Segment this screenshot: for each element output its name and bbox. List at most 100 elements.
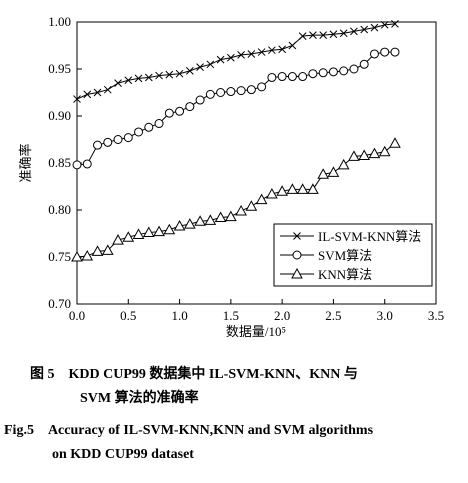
marker	[114, 79, 122, 87]
marker	[124, 76, 133, 85]
marker	[293, 232, 301, 240]
marker	[165, 70, 174, 79]
legend-label: KNN算法	[318, 267, 372, 282]
marker	[349, 64, 359, 74]
marker	[319, 31, 328, 40]
y-tick-label: 0.70	[48, 296, 71, 311]
marker	[276, 185, 288, 196]
marker	[101, 244, 114, 255]
marker	[235, 204, 247, 216]
marker	[378, 145, 391, 157]
marker	[195, 95, 205, 105]
chart: 准确率 数据量/10⁵ 0.700.750.800.850.900.951.00…	[18, 14, 444, 339]
y-tick-label: 1.00	[48, 14, 71, 29]
marker	[214, 211, 227, 223]
marker	[83, 90, 92, 99]
marker	[227, 53, 235, 62]
marker	[292, 250, 302, 260]
marker	[216, 88, 226, 97]
marker	[93, 88, 102, 97]
marker	[380, 47, 390, 57]
y-tick-label: 0.80	[48, 202, 71, 217]
marker	[337, 158, 350, 170]
marker	[368, 147, 381, 159]
marker	[339, 66, 349, 76]
marker	[144, 73, 153, 82]
caption-en-1: Fig.5 Accuracy of IL-SVM-KNN,KNN and SVM…	[4, 423, 374, 438]
marker	[103, 85, 112, 94]
marker	[103, 137, 113, 147]
marker	[298, 32, 307, 40]
marker	[153, 225, 165, 237]
marker	[72, 160, 82, 170]
marker	[288, 41, 297, 50]
marker	[185, 102, 195, 112]
marker	[183, 218, 196, 229]
marker	[206, 60, 215, 69]
marker	[196, 63, 204, 71]
marker	[298, 72, 308, 82]
marker	[154, 119, 164, 129]
legend: IL-SVM-KNN算法 SVM算法 KNN算法	[273, 223, 433, 287]
marker	[82, 159, 92, 169]
marker	[287, 72, 297, 82]
marker	[291, 267, 303, 279]
marker	[278, 45, 286, 54]
marker	[267, 72, 277, 82]
marker	[112, 234, 124, 245]
marker	[257, 82, 267, 92]
y-axis-label: 准确率	[18, 143, 33, 182]
x-tick-label: 0.0	[69, 308, 85, 323]
marker	[175, 69, 184, 78]
marker	[246, 85, 256, 95]
marker	[296, 183, 309, 194]
marker	[173, 219, 186, 231]
marker	[370, 23, 379, 32]
y-tick-label: 0.75	[48, 249, 71, 264]
marker	[329, 30, 338, 39]
marker	[317, 168, 330, 179]
marker	[309, 31, 317, 40]
legend-label: SVM算法	[318, 248, 372, 263]
y-tick-label: 0.95	[48, 61, 71, 76]
x-tick-label: 2.0	[274, 308, 290, 323]
x-tick-label: 2.5	[325, 308, 341, 323]
marker	[155, 71, 163, 80]
marker	[132, 228, 145, 239]
marker	[123, 133, 133, 143]
marker	[358, 149, 371, 160]
marker	[175, 106, 185, 116]
caption-cn-2: SVM 算法的准确率	[80, 391, 199, 406]
marker	[307, 183, 319, 194]
marker	[277, 72, 287, 82]
marker	[339, 29, 348, 38]
marker	[134, 74, 143, 83]
marker	[205, 89, 215, 99]
marker	[226, 87, 236, 97]
marker	[348, 150, 360, 161]
marker	[390, 47, 400, 57]
marker	[350, 27, 358, 36]
marker	[134, 127, 144, 137]
marker	[308, 69, 318, 79]
marker	[91, 245, 104, 256]
marker	[268, 46, 276, 55]
marker	[185, 67, 194, 75]
marker	[389, 137, 401, 148]
marker	[360, 25, 369, 34]
marker	[266, 187, 278, 199]
marker	[163, 223, 176, 235]
marker	[81, 250, 94, 261]
marker	[144, 122, 154, 132]
y-tick-label: 0.90	[48, 108, 71, 123]
marker	[122, 231, 135, 242]
caption-en-2: on KDD CUP99 dataset	[52, 447, 194, 462]
series-line	[76, 23, 396, 100]
marker	[247, 50, 256, 58]
marker	[359, 59, 369, 69]
marker	[236, 86, 246, 96]
marker	[328, 67, 338, 77]
marker	[204, 214, 217, 225]
marker	[318, 68, 328, 78]
